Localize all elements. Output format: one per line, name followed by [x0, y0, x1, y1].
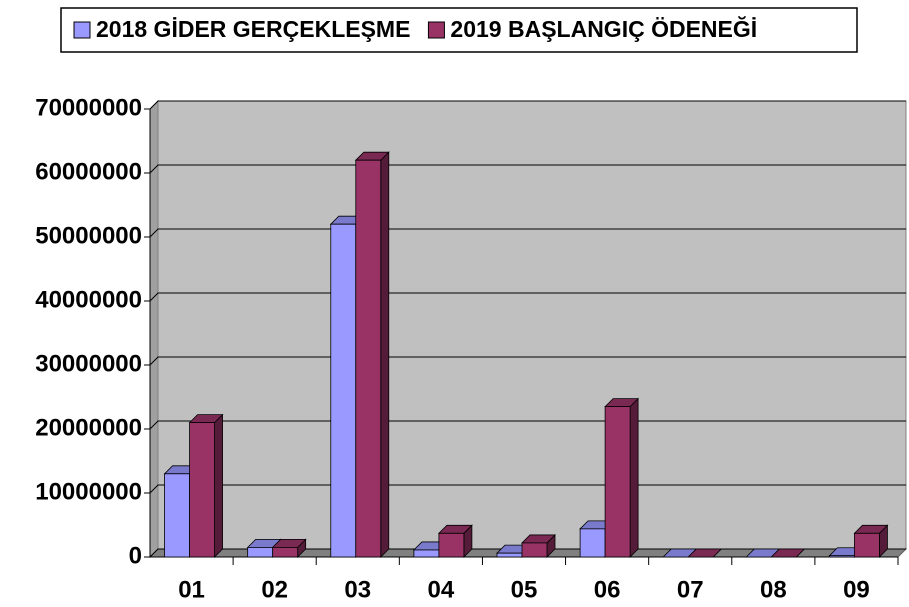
y-tick-label: 60000000: [35, 158, 142, 185]
y-tick-label: 40000000: [35, 286, 142, 313]
bar-side: [380, 151, 390, 558]
bar: [496, 552, 523, 558]
x-tick-label: 09: [843, 576, 870, 603]
grid-line: [149, 484, 906, 494]
grid-line: [149, 292, 906, 302]
bar: [247, 547, 274, 558]
grid-line: [149, 228, 906, 238]
x-tick-label: 03: [344, 576, 371, 603]
grid-line: [149, 420, 906, 430]
bar: [413, 549, 440, 558]
bar: [164, 473, 190, 558]
bar: [189, 422, 215, 558]
bar-side: [214, 413, 223, 558]
y-tick-label: 10000000: [35, 478, 142, 505]
bar: [604, 406, 631, 558]
grid-line: [149, 356, 906, 366]
y-tick-label: 70000000: [35, 94, 142, 121]
bar-side: [629, 397, 639, 558]
legend-swatch: [73, 21, 91, 39]
bar-top: [770, 548, 806, 558]
bar: [438, 532, 465, 558]
grid-line: [149, 100, 906, 110]
bar: [854, 532, 880, 558]
legend-label: 2019 BAŞLANGIÇ ÖDENEĞİ: [450, 15, 757, 42]
y-tick-label: 0: [129, 542, 142, 569]
bar: [330, 223, 357, 558]
x-tick-label: 01: [178, 576, 205, 603]
y-tick-label: 50000000: [35, 222, 142, 249]
bar: [829, 555, 855, 558]
bar: [521, 542, 548, 558]
grid-line: [149, 548, 906, 558]
x-tick-label: 02: [261, 576, 288, 603]
y-tick-label: 30000000: [35, 350, 142, 377]
legend-box: [60, 7, 858, 53]
bar: [355, 159, 382, 558]
bar-top: [687, 548, 723, 558]
x-tick-label: 06: [594, 576, 621, 603]
x-tick-label: 05: [511, 576, 538, 603]
bar: [272, 547, 299, 558]
x-tick-label: 08: [760, 576, 787, 603]
x-tick-label: 04: [428, 576, 455, 603]
back-wall: [157, 100, 907, 550]
grid-line: [149, 164, 906, 174]
x-tick-label: 07: [677, 576, 704, 603]
bar: [579, 528, 606, 558]
y-tick-label: 20000000: [35, 414, 142, 441]
legend-swatch: [427, 21, 445, 39]
legend-label: 2018 GİDER GERÇEKLEŞME: [96, 16, 410, 42]
